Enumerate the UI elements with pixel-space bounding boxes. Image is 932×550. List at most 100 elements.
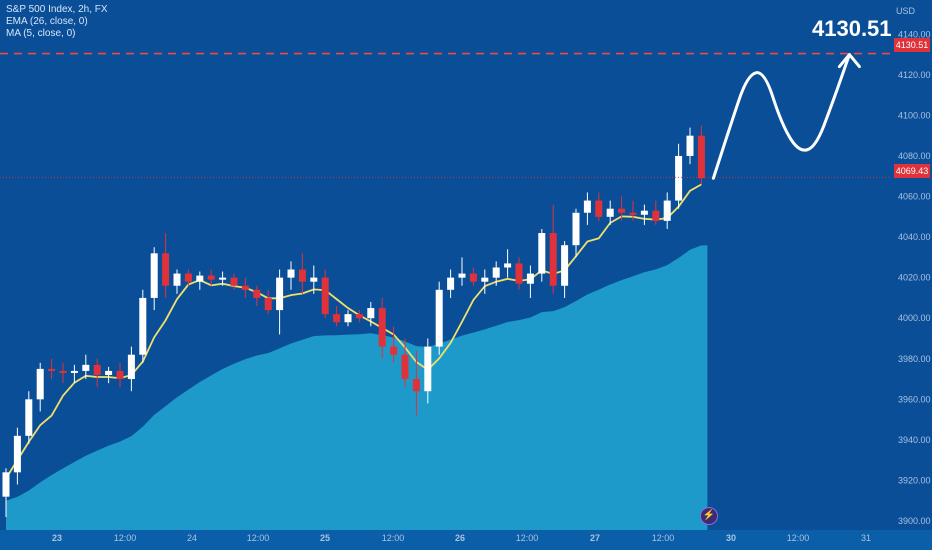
candle-body — [276, 277, 284, 311]
candle-body — [116, 370, 124, 380]
y-tick-label: 4140.00 — [898, 29, 931, 39]
candle-body — [515, 263, 523, 284]
candle-body — [127, 354, 135, 380]
x-tick-label: 23 — [52, 533, 62, 543]
candle-body — [526, 273, 534, 284]
candle-body — [481, 277, 489, 282]
projection-curve — [711, 53, 851, 180]
candle-body — [162, 253, 170, 286]
candle-body — [298, 269, 306, 282]
candle-body — [355, 314, 363, 319]
candle-body — [538, 233, 546, 274]
candle-body — [663, 200, 671, 221]
candle-body — [435, 289, 443, 347]
current-price-tag: 4069.43 — [894, 164, 930, 178]
axis-currency: USD — [896, 6, 916, 16]
candle-body — [629, 212, 637, 215]
y-tick-label: 4120.00 — [898, 70, 931, 80]
candle-body — [184, 273, 192, 282]
candle-body — [492, 267, 500, 278]
candle-body — [583, 200, 591, 213]
candle-body — [196, 275, 204, 282]
candle-body — [36, 368, 44, 400]
candle-body — [595, 200, 603, 217]
legend-ma: MA (5, close, 0) — [6, 28, 76, 39]
x-tick-label: 30 — [726, 533, 736, 543]
candle-body — [390, 346, 398, 355]
candle-body — [241, 285, 249, 290]
candle-body — [606, 208, 614, 217]
candle-body — [344, 314, 352, 323]
x-tick-label: 12:00 — [247, 533, 270, 543]
y-tick-label: 4040.00 — [898, 232, 931, 242]
y-tick-label: 4060.00 — [898, 192, 931, 202]
x-tick-label: 25 — [320, 533, 330, 543]
candle-body — [697, 135, 705, 179]
candle-body — [82, 364, 90, 371]
legend: S&P 500 Index, 2h, FX EMA (26, close, 0)… — [6, 4, 108, 40]
x-tick-label: 31 — [861, 533, 871, 543]
candle-body — [2, 472, 10, 497]
lightning-icon[interactable]: ⚡ — [700, 507, 718, 525]
candle-body — [447, 277, 455, 290]
x-tick-label: 12:00 — [652, 533, 675, 543]
candle-body — [219, 277, 227, 280]
legend-ema: EMA (26, close, 0) — [6, 16, 88, 27]
y-tick-label: 3940.00 — [898, 435, 931, 445]
candle-body — [549, 233, 557, 286]
candle-body — [640, 210, 648, 215]
candle-body — [378, 308, 386, 347]
x-tick-label: 12:00 — [516, 533, 539, 543]
x-tick-label: 27 — [590, 533, 600, 543]
candle-body — [25, 399, 33, 436]
candle-body — [105, 370, 113, 375]
x-tick-label: 24 — [187, 533, 197, 543]
x-tick-label: 12:00 — [114, 533, 137, 543]
y-tick-label: 3980.00 — [898, 354, 931, 364]
candle-body — [686, 135, 694, 156]
candle-body — [264, 297, 272, 311]
x-tick-label: 26 — [455, 533, 465, 543]
y-tick-label: 3960.00 — [898, 394, 931, 404]
arrow-head-icon — [837, 53, 861, 69]
y-tick-label: 4000.00 — [898, 313, 931, 323]
y-tick-label: 4100.00 — [898, 110, 931, 120]
target-price-label: 4130.51 — [812, 16, 892, 41]
candle-body — [207, 275, 215, 280]
candle-body — [150, 253, 158, 298]
candle-body — [173, 273, 181, 286]
x-tick-label: 12:00 — [787, 533, 810, 543]
candle-body — [70, 370, 78, 373]
y-tick-label: 4080.00 — [898, 151, 931, 161]
ema-area — [6, 245, 708, 530]
candle-body — [469, 273, 477, 282]
candle-body — [561, 245, 569, 286]
candle-body — [412, 379, 420, 392]
candle-body — [675, 155, 683, 201]
candle-body — [618, 208, 626, 213]
legend-title: S&P 500 Index, 2h, FX — [6, 4, 108, 15]
candle-body — [310, 277, 318, 282]
candle-body — [652, 210, 660, 221]
y-tick-label: 4020.00 — [898, 273, 931, 283]
y-tick-label: 3900.00 — [898, 516, 931, 526]
candle-body — [458, 273, 466, 278]
candle-body — [93, 364, 101, 375]
candle-body — [139, 297, 147, 355]
candle-body — [253, 289, 261, 298]
candle-body — [367, 308, 375, 319]
x-axis-bar — [0, 530, 932, 550]
candle-body — [572, 212, 580, 246]
candle-body — [13, 435, 21, 473]
candle-body — [401, 354, 409, 380]
candle-body — [424, 346, 432, 392]
candle-body — [230, 277, 238, 286]
y-tick-label: 3920.00 — [898, 475, 931, 485]
candle-body — [321, 277, 329, 315]
candle-body — [504, 263, 512, 268]
candle-body — [287, 269, 295, 278]
candle-body — [48, 368, 56, 371]
candle-body — [333, 314, 341, 323]
